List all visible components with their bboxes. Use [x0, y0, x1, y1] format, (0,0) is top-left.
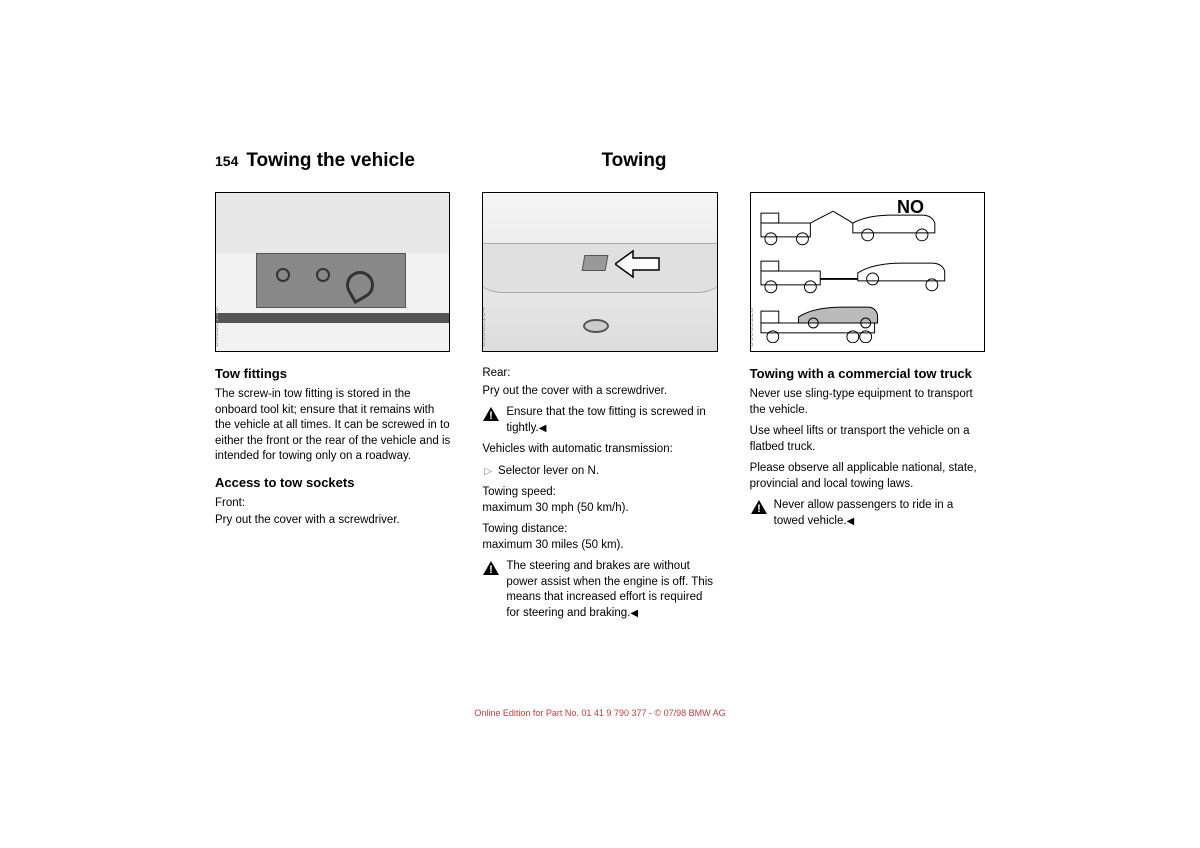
- title-left: Towing the vehicle: [246, 150, 601, 172]
- figure-label: 360us128: [750, 307, 755, 347]
- warning-text: Ensure that the tow fitting is screwed i…: [506, 405, 717, 436]
- figure-tow-truck: NO: [750, 192, 985, 352]
- warning-icon: !: [482, 406, 500, 427]
- warning-block: ! Ensure that the tow fitting is screwed…: [482, 405, 717, 436]
- tow-flatbed-icon: [759, 299, 976, 343]
- body-text: Pry out the cover with a screwdriver.: [215, 513, 450, 529]
- figure-tow-fitting: 360de103: [215, 192, 450, 352]
- body-text: Please observe all applicable national, …: [750, 461, 985, 492]
- body-text: maximum 30 mph (50 km/h).: [482, 501, 717, 517]
- warning-text: Never allow passengers to ride in a towe…: [774, 498, 985, 529]
- body-text: Use wheel lifts or transport the vehicle…: [750, 424, 985, 455]
- warning-icon: !: [750, 499, 768, 520]
- body-text: Pry out the cover with a screwdriver.: [482, 384, 717, 400]
- columns: 360de103 Tow fittings The screw-in tow f…: [215, 192, 985, 627]
- figure-rear-cover: 360de104: [482, 192, 717, 352]
- column-3: NO: [750, 192, 985, 627]
- heading-tow-fittings: Tow fittings: [215, 366, 450, 381]
- body-text: The screw-in tow fitting is stored in th…: [215, 387, 450, 465]
- svg-text:!: !: [757, 503, 761, 515]
- title-right: Towing: [601, 150, 985, 172]
- tow-wheellift-icon: [759, 251, 976, 295]
- tow-sling-icon: [759, 203, 976, 247]
- body-text: maximum 30 miles (50 km).: [482, 538, 717, 554]
- figure-label: 360de104: [482, 307, 487, 347]
- warning-icon: !: [482, 560, 500, 581]
- header-row: 154 Towing the vehicle Towing: [215, 150, 985, 172]
- footer-text: Online Edition for Part No. 01 41 9 790 …: [0, 708, 1200, 718]
- bullet-item: ▷ Selector lever on N.: [482, 464, 717, 480]
- body-text: Never use sling-type equipment to transp…: [750, 387, 985, 418]
- arrow-icon: [615, 249, 661, 279]
- warning-block: ! The steering and brakes are without po…: [482, 559, 717, 621]
- bullet-text: Selector lever on N.: [498, 464, 599, 480]
- svg-text:!: !: [489, 410, 493, 422]
- bullet-icon: ▷: [484, 466, 492, 477]
- body-text: Towing distance:: [482, 522, 717, 538]
- warning-text: The steering and brakes are without powe…: [506, 559, 717, 621]
- warning-block: ! Never allow passengers to ride in a to…: [750, 498, 985, 529]
- column-2: 360de104 Rear: Pry out the cover with a …: [482, 192, 717, 627]
- body-text: Rear:: [482, 366, 717, 382]
- page-number: 154: [215, 153, 238, 172]
- body-text: Front:: [215, 496, 450, 512]
- svg-text:!: !: [489, 564, 493, 576]
- heading-commercial-tow: Towing with a commercial tow truck: [750, 366, 985, 381]
- body-text: Towing speed:: [482, 485, 717, 501]
- figure-label: 360de103: [215, 307, 220, 347]
- column-1: 360de103 Tow fittings The screw-in tow f…: [215, 192, 450, 627]
- heading-access-sockets: Access to tow sockets: [215, 475, 450, 490]
- manual-page: 154 Towing the vehicle Towing 360de103 T…: [0, 0, 1200, 627]
- body-text: Vehicles with automatic transmission:: [482, 442, 717, 458]
